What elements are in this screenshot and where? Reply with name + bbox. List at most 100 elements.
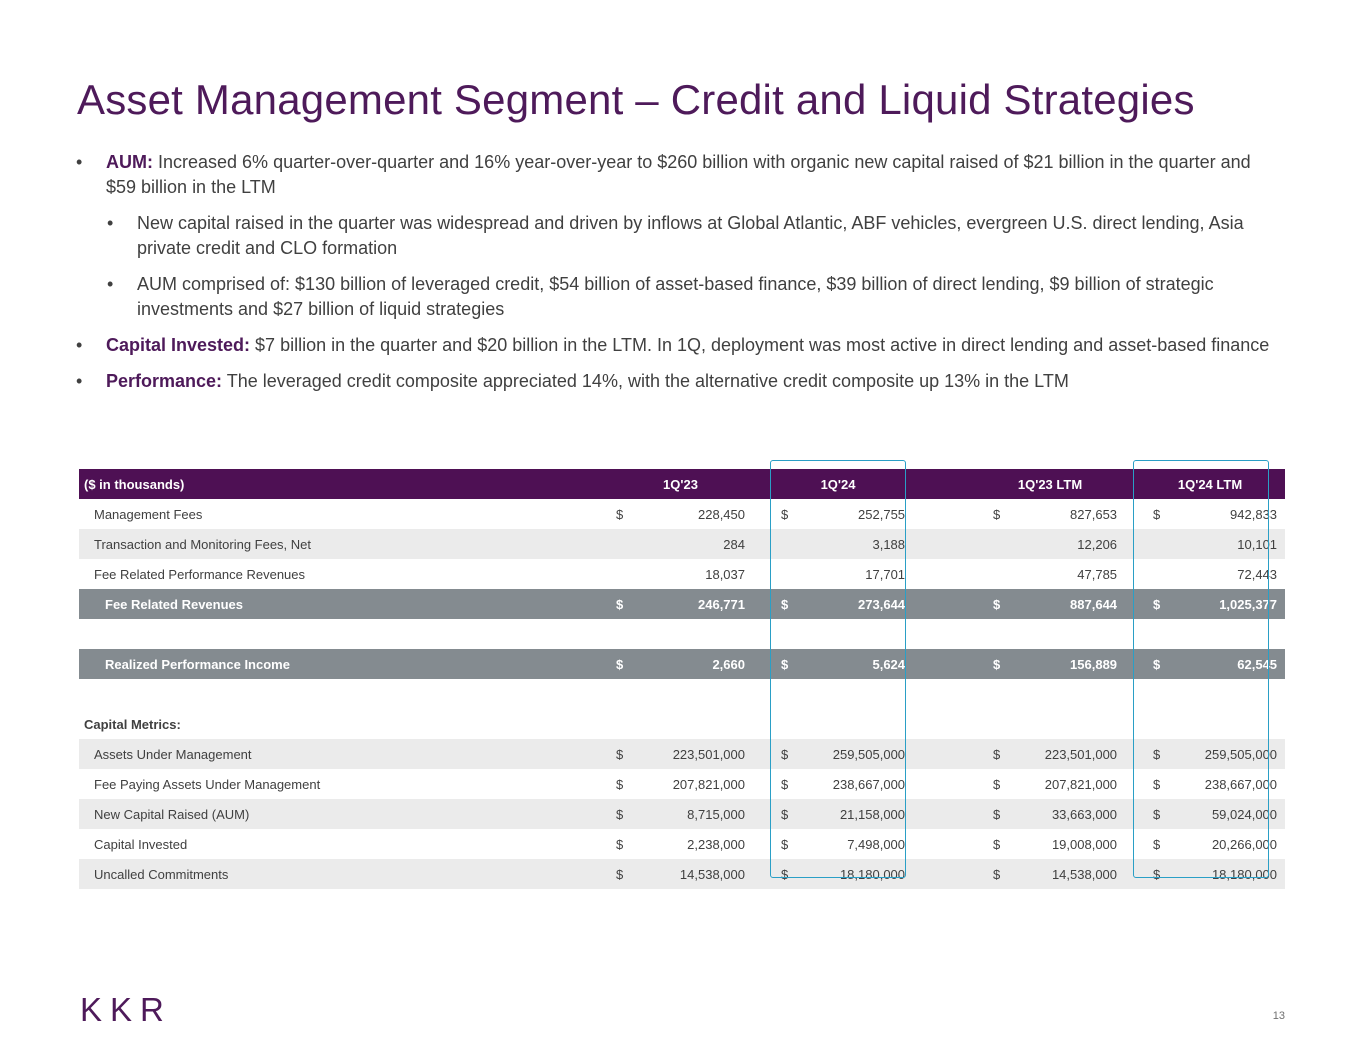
gap-cell — [983, 559, 993, 589]
value-1q24: 18,180,000 — [801, 859, 906, 889]
currency-symbol: $ — [1153, 739, 1174, 769]
currency-symbol: $ — [1153, 776, 1161, 792]
gap-cell — [1117, 799, 1144, 829]
currency-symbol: $ — [781, 506, 789, 522]
bullet-text: Increased 6% quarter-over-quarter and 16… — [106, 152, 1251, 197]
value-1q24-ltm: 942,833 — [1230, 506, 1278, 522]
row-label: Realized Performance Income — [79, 649, 616, 679]
currency-symbol: $ — [993, 776, 1001, 792]
gap-cell — [1143, 499, 1153, 529]
value-1q23-ltm: 47,785 — [1077, 566, 1118, 582]
value-1q23: 284 — [636, 529, 745, 559]
table-row: Fee Related Performance Revenues 18,037 17… — [79, 559, 1285, 589]
value-1q24: 252,755 — [858, 506, 906, 522]
header-units-label: ($ in thousands) — [79, 469, 616, 499]
sub-bullet-aum-composition: AUM comprised of: $130 billion of levera… — [107, 272, 1276, 322]
page-number: 13 — [1272, 1010, 1285, 1022]
gap-cell — [905, 529, 984, 559]
currency-symbol — [1153, 529, 1174, 559]
value-1q24-ltm: 62,545 — [1173, 649, 1278, 679]
page-title: Asset Management Segment – Credit and Li… — [77, 76, 1195, 123]
gap-cell — [1277, 649, 1286, 679]
value-1q24: 7,498,000 — [847, 836, 906, 852]
gap-cell — [905, 769, 983, 799]
value-1q23-ltm: 827,653 — [1070, 506, 1118, 522]
table-row: Fee Paying Assets Under Management $207,8… — [79, 769, 1285, 799]
gap-cell — [771, 739, 781, 769]
gap-cell — [771, 769, 781, 799]
currency-symbol: $ — [993, 589, 1014, 619]
value-1q23-ltm: 207,821,000 — [1044, 776, 1118, 792]
currency-symbol: $ — [616, 506, 624, 522]
currency-symbol: $ — [993, 739, 1014, 769]
gap-cell — [1143, 649, 1154, 679]
row-label: Fee Related Revenues — [79, 589, 616, 619]
bullet-text: New capital raised in the quarter was wi… — [137, 213, 1244, 258]
gap-cell — [983, 829, 993, 859]
value-1q23-ltm: 33,663,000 — [1013, 799, 1118, 829]
gap-cell — [983, 589, 994, 619]
gap-cell — [905, 469, 984, 499]
currency-symbol: $ — [1153, 589, 1174, 619]
gap-cell — [983, 859, 994, 889]
value-1q24-ltm: 20,266,000 — [1211, 836, 1278, 852]
row-label: Fee Related Performance Revenues — [94, 566, 306, 582]
bullet-text: The leveraged credit composite appreciat… — [222, 371, 1069, 391]
gap-cell — [1117, 469, 1144, 499]
gap-cell — [983, 769, 993, 799]
table-row: Capital Invested $2,238,000 $7,498,000 $19,… — [79, 829, 1285, 859]
value-1q24-ltm: 18,180,000 — [1173, 859, 1278, 889]
gap-cell — [905, 499, 983, 529]
gap-cell — [771, 829, 781, 859]
gap-cell — [1277, 739, 1286, 769]
value-1q23-ltm: 19,008,000 — [1051, 836, 1118, 852]
section-row-capital-metrics: Capital Metrics: — [79, 709, 1285, 739]
gap-cell — [1143, 589, 1154, 619]
value-1q23: 2,238,000 — [687, 836, 745, 852]
gap-cell — [745, 799, 771, 829]
value-1q23-ltm: 14,538,000 — [1013, 859, 1118, 889]
gap-cell — [1117, 739, 1144, 769]
value-1q23-ltm: 156,889 — [1013, 649, 1118, 679]
value-1q24-ltm: 59,024,000 — [1173, 799, 1278, 829]
gap-cell — [1117, 499, 1143, 529]
currency-symbol: $ — [781, 836, 789, 852]
gap-cell — [1117, 829, 1143, 859]
table-row: Assets Under Management $223,501,000 $259,… — [79, 739, 1286, 769]
bullet-list: AUM: Increased 6% quarter-over-quarter a… — [76, 150, 1276, 405]
header-1q23-ltm: 1Q'23 LTM — [983, 469, 1118, 499]
gap-cell — [745, 739, 771, 769]
currency-symbol: $ — [1153, 799, 1174, 829]
spacer-row — [79, 679, 1285, 709]
gap-cell — [1277, 769, 1285, 799]
row-label: Management Fees — [94, 506, 203, 522]
gap-cell — [1143, 829, 1153, 859]
bullet-performance: Performance: The leveraged credit compos… — [76, 369, 1276, 394]
value-1q24-ltm: 1,025,377 — [1173, 589, 1278, 619]
bullet-text: $7 billion in the quarter and $20 billio… — [250, 335, 1270, 355]
value-1q24: 238,667,000 — [832, 776, 906, 792]
value-1q23-ltm: 887,644 — [1013, 589, 1118, 619]
gap-cell — [1143, 559, 1153, 589]
gap-cell — [1117, 859, 1144, 889]
section-label: Capital Metrics: — [84, 716, 181, 732]
value-1q23: 8,715,000 — [636, 799, 745, 829]
gap-cell — [1277, 529, 1286, 559]
value-1q24: 21,158,000 — [801, 799, 906, 829]
bullet-label: Performance: — [106, 371, 223, 391]
bullet-aum: AUM: Increased 6% quarter-over-quarter a… — [76, 150, 1276, 200]
currency-symbol — [993, 559, 1013, 589]
value-1q23: 2,660 — [636, 649, 745, 679]
gap-cell — [905, 559, 983, 589]
gap-cell — [771, 649, 781, 679]
gap-cell — [905, 859, 984, 889]
value-1q24: 273,644 — [801, 589, 906, 619]
spacer-cell — [79, 679, 1285, 709]
gap-cell — [771, 499, 781, 529]
value-1q24: 3,188 — [801, 529, 906, 559]
gap-cell — [771, 589, 781, 619]
currency-symbol: $ — [1153, 836, 1161, 852]
bullet-text: AUM comprised of: $130 billion of levera… — [137, 274, 1214, 319]
currency-symbol: $ — [616, 589, 636, 619]
table-row: Management Fees $228,450 $252,755 $827,653 $… — [79, 499, 1285, 529]
